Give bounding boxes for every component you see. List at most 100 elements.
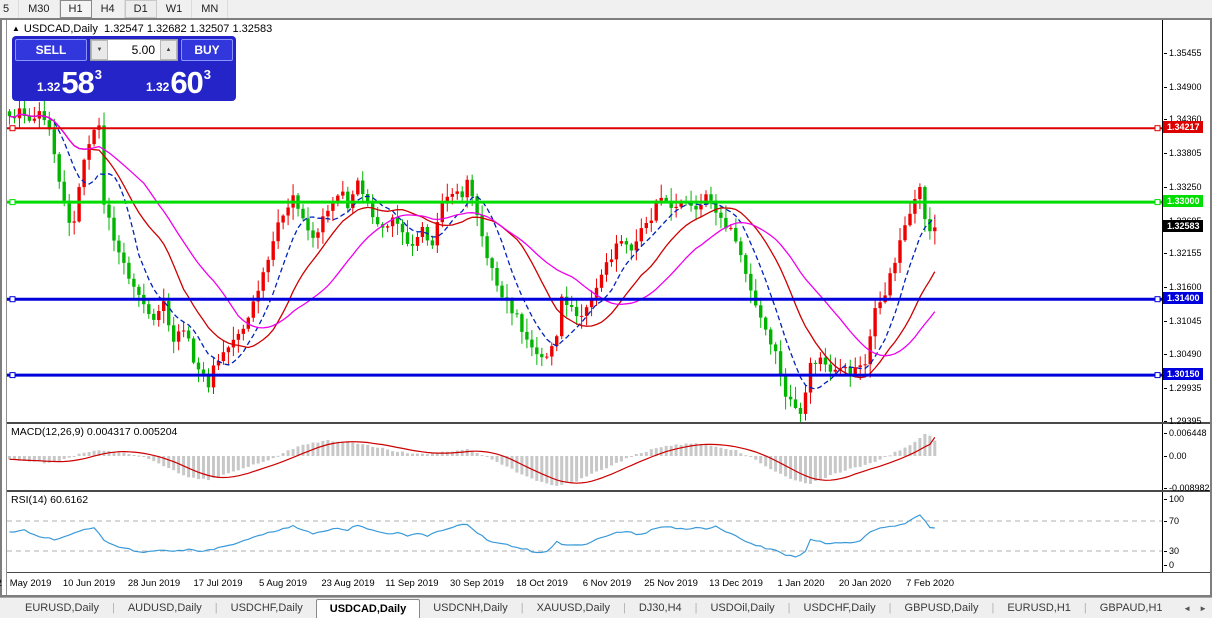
rsi-chart <box>7 514 1163 558</box>
chart-tab-bar: EURUSD,Daily | AUDUSD,Daily | USDCHF,Daily US… <box>0 597 1212 618</box>
date-tick-label: 1 Jan 2020 <box>777 578 825 589</box>
tab-separator: | <box>1083 602 1087 614</box>
line-handle <box>1154 199 1161 206</box>
macd-chart <box>8 433 937 486</box>
line-handle <box>9 125 16 132</box>
ma-8-line <box>9 113 936 390</box>
rsi-axis: 100 70 30 0 <box>1162 492 1210 572</box>
date-tick-label: 20 Jan 2020 <box>838 578 892 589</box>
chart-tab-usdchf-daily[interactable]: USDCHF,Daily <box>803 602 876 614</box>
timeframe-button-mn[interactable]: MN <box>192 0 229 18</box>
chart-tab-usdcnh-daily[interactable]: USDCNH,Daily <box>433 602 508 614</box>
price-tick-label: 1.31600 <box>1164 282 1202 292</box>
price-chart-plot <box>7 20 1163 422</box>
chart-tab-usdcad-daily[interactable]: USDCAD,Daily <box>315 599 421 618</box>
price-tick-label: 1.29395 <box>1164 416 1202 426</box>
volume-increase-button[interactable]: ▲ <box>160 40 177 60</box>
sell-price-prefix: 1.32 <box>36 80 61 94</box>
macd-signal-line <box>9 437 936 484</box>
line-price-label: 1.31400 <box>1163 292 1203 304</box>
chart-symbol-label: USDCAD,Daily <box>23 23 98 35</box>
window-left-frame <box>2 20 7 595</box>
pane-divider[interactable] <box>7 490 1210 492</box>
line-price-label: 1.30150 <box>1163 368 1203 380</box>
pane-divider <box>7 572 1210 573</box>
buy-price-button[interactable]: 1.32 60 3 <box>124 64 233 98</box>
candlestick-chart <box>7 97 1163 422</box>
timeframe-button-5[interactable]: 5 <box>0 0 20 18</box>
price-pane: ▲ USDCAD,Daily 1.32547 1.32682 1.32507 1.… <box>7 20 1210 426</box>
chart-window: ▲ USDCAD,Daily 1.32547 1.32682 1.32507 1.… <box>0 18 1212 597</box>
price-tick-label: 1.34360 <box>1164 114 1202 124</box>
pane-divider[interactable] <box>7 422 1210 424</box>
price-tick-label: 1.29935 <box>1164 383 1202 393</box>
collapse-arrow-icon[interactable]: ▲ <box>12 24 20 33</box>
current-price-label: 1.32583 <box>1163 220 1203 232</box>
macd-tick-label: -0.008982 <box>1164 483 1210 493</box>
price-tick-label: 1.33250 <box>1164 182 1202 192</box>
buy-button[interactable]: BUY <box>181 39 233 61</box>
date-tick-label: 30 Sep 2019 <box>450 578 504 589</box>
macd-plot <box>7 424 1163 490</box>
line-price-label: 1.33000 <box>1163 195 1203 207</box>
macd-axis: 0.006448 0.00 -0.008982 <box>1162 424 1210 493</box>
macd-tick-label: 0.006448 <box>1164 428 1207 438</box>
chart-tab-gbpaud-h1[interactable]: GBPAUD,H1 <box>1099 602 1163 614</box>
tab-separator: | <box>694 602 698 614</box>
date-tick-label: 5 Aug 2019 <box>258 578 308 589</box>
date-tick-label: 22 May 2019 <box>0 578 52 589</box>
date-tick-label: 6 Nov 2019 <box>582 578 632 589</box>
macd-histogram <box>8 433 937 486</box>
tab-scroll-right-icon[interactable]: ► <box>1199 603 1207 613</box>
chart-tab-audusd-daily[interactable]: AUDUSD,Daily <box>127 602 202 614</box>
tab-separator: | <box>888 602 892 614</box>
chart-tab-eurusd-h1[interactable]: EURUSD,H1 <box>1007 602 1071 614</box>
tab-scroll-left-icon[interactable]: ◄ <box>1183 603 1192 613</box>
timeframe-button-h1[interactable]: H1 <box>59 0 92 18</box>
timeframe-button-w1[interactable]: W1 <box>157 0 193 18</box>
line-handle <box>1154 372 1161 379</box>
macd-pane: MACD(12,26,9) 0.004317 0.005204 0.006448… <box>7 424 1210 493</box>
date-tick-label: 23 Aug 2019 <box>321 578 375 589</box>
volume-decrease-button[interactable]: ▼ <box>91 40 108 60</box>
line-handle <box>1154 296 1161 303</box>
rsi-tick-label: 70 <box>1164 516 1179 526</box>
sell-button[interactable]: SELL <box>15 39 87 61</box>
chart-ohlc-values: 1.32547 1.32682 1.32507 1.32583 <box>104 23 273 35</box>
macd-tick-label: 0.00 <box>1164 451 1187 461</box>
tab-separator: | <box>520 602 524 614</box>
chart-tab-xauusd-daily[interactable]: XAUUSD,Daily <box>536 602 610 614</box>
chart-title: ▲ USDCAD,Daily 1.32547 1.32682 1.32507 1.… <box>12 23 272 35</box>
timeframe-button-h4[interactable]: H4 <box>92 0 125 18</box>
date-tick-label: 11 Sep 2019 <box>385 578 439 589</box>
timeframe-toolbar: 5 M30 H1 H4 D1 W1 MN <box>0 0 1212 18</box>
timeframe-button-d1[interactable]: D1 <box>124 0 157 18</box>
rsi-pane: RSI(14) 60.6162 100 70 30 0 <box>7 492 1210 572</box>
chart-tab-eurusd-daily[interactable]: EURUSD,Daily <box>25 602 99 614</box>
date-tick-label: 18 Oct 2019 <box>516 578 568 589</box>
price-tick-label: 1.34900 <box>1164 82 1202 92</box>
ma-28-line <box>9 113 936 357</box>
chart-tab-gbpusd-daily[interactable]: GBPUSD,Daily <box>904 602 979 614</box>
line-price-label: 1.34217 <box>1163 121 1203 133</box>
buy-price-prefix: 1.32 <box>145 80 170 94</box>
ma-17-line <box>9 113 936 379</box>
rsi-plot <box>7 492 1163 572</box>
tab-separator: | <box>214 602 218 614</box>
volume-stepper: ▼ 5.00 ▲ <box>90 39 178 61</box>
sell-price-button[interactable]: 1.32 58 3 <box>15 64 124 98</box>
tab-navigation: ◄ ► <box>1183 598 1207 618</box>
line-handle <box>9 296 16 303</box>
line-handle <box>9 199 16 206</box>
macd-label: MACD(12,26,9) 0.004317 0.005204 <box>11 426 178 438</box>
date-tick-label: 13 Dec 2019 <box>709 578 763 589</box>
chart-tab-dj30-h4[interactable]: DJ30,H4 <box>638 602 682 614</box>
chart-tab-usdoil-daily[interactable]: USDOil,Daily <box>710 602 775 614</box>
timeframe-button-m30[interactable]: M30 <box>19 0 60 18</box>
rsi-tick-label: 30 <box>1164 546 1179 556</box>
candlestick-series <box>7 97 937 422</box>
date-tick-label: 17 Jul 2019 <box>193 578 243 589</box>
price-tick-label: 1.32155 <box>1164 248 1202 258</box>
chart-tab-usdchf-daily[interactable]: USDCHF,Daily <box>230 602 303 614</box>
volume-input[interactable]: 5.00 <box>108 40 160 60</box>
